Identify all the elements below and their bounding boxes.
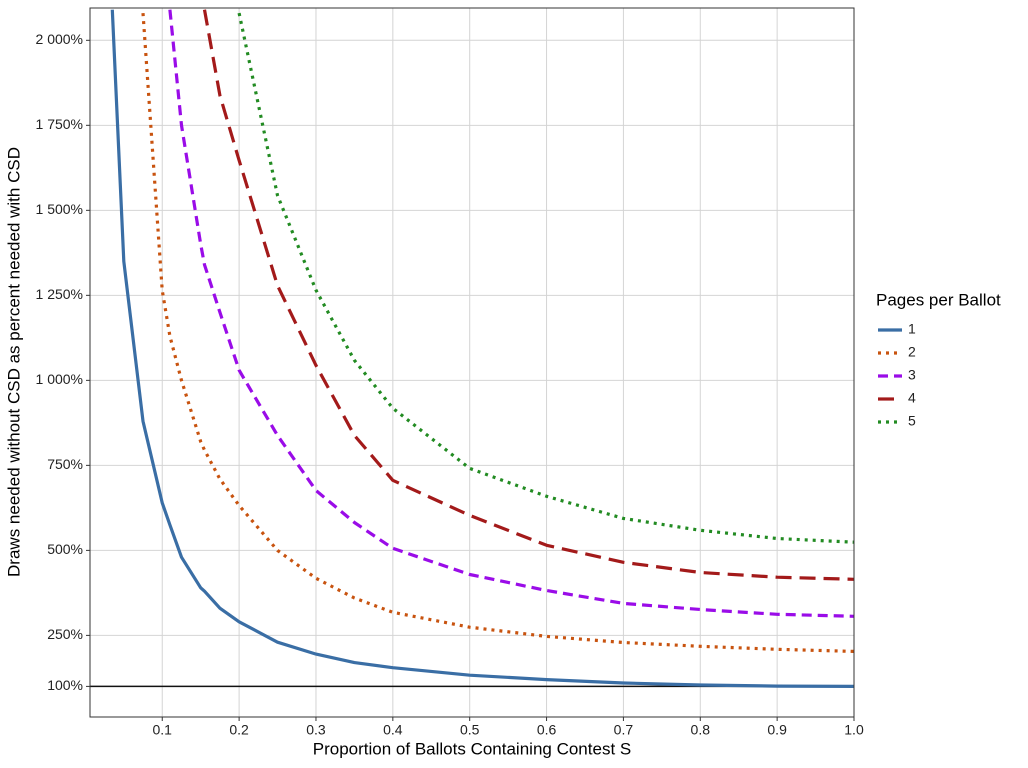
x-tick-label: 1.0 — [844, 722, 864, 738]
y-tick-label: 1 750% — [36, 116, 83, 132]
x-tick-label: 0.2 — [229, 722, 249, 738]
y-tick-label: 250% — [47, 626, 83, 642]
series-line — [168, 9, 854, 618]
legend-title: Pages per Ballot — [876, 290, 1001, 309]
x-tick-label: 0.8 — [691, 722, 711, 738]
y-axis-title: Draws needed without CSD as percent need… — [4, 147, 23, 577]
series-line — [110, 9, 854, 688]
x-tick-label: 0.7 — [614, 722, 634, 738]
legend-label: 4 — [908, 390, 916, 406]
x-tick-label: 0.3 — [306, 722, 326, 738]
plot-area — [90, 8, 854, 717]
y-tick-label: 500% — [47, 541, 83, 557]
y-tick-label: 100% — [47, 677, 83, 693]
y-tick-label: 1 250% — [36, 286, 83, 302]
x-tick-label: 0.5 — [460, 722, 480, 738]
legend-label: 3 — [908, 367, 916, 383]
legend-label: 5 — [908, 413, 916, 429]
x-tick-label: 0.1 — [153, 722, 173, 738]
series-line — [202, 9, 854, 581]
plot-border — [89, 7, 855, 718]
series-line — [237, 12, 854, 544]
x-tick-label: 0.6 — [537, 722, 557, 738]
legend-label: 2 — [908, 344, 916, 360]
x-tick-label: 0.4 — [383, 722, 403, 738]
y-tick-label: 1 000% — [36, 371, 83, 387]
x-axis-title: Proportion of Ballots Containing Contest… — [313, 739, 631, 758]
legend-label: 1 — [908, 321, 916, 337]
y-tick-label: 1 500% — [36, 201, 83, 217]
y-tick-label: 2 000% — [36, 31, 83, 47]
series-line — [141, 12, 854, 653]
x-tick-label: 0.9 — [767, 722, 787, 738]
y-tick-label: 750% — [47, 456, 83, 472]
